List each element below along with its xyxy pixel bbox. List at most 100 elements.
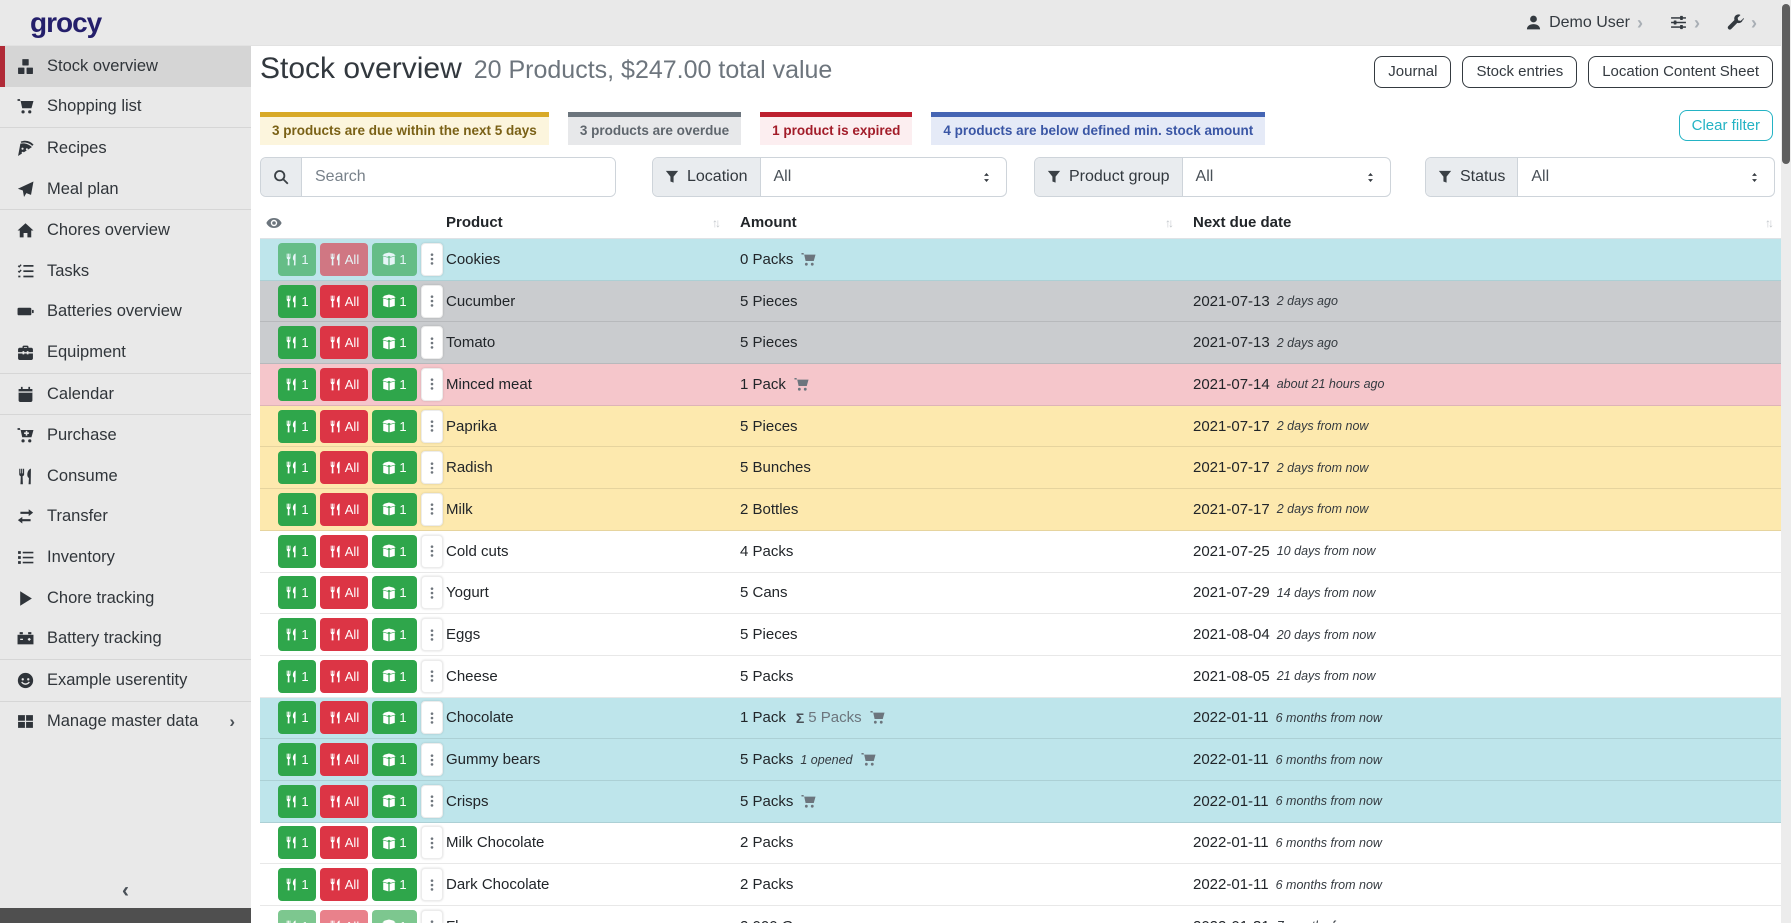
status-filter-secondary[interactable]: 3 products are overdue bbox=[567, 112, 742, 145]
consume-one-button[interactable]: 1 bbox=[278, 284, 316, 318]
page-scrollbar[interactable] bbox=[1781, 0, 1791, 923]
consume-all-button[interactable]: All bbox=[320, 576, 368, 610]
consume-one-button[interactable]: 1 bbox=[278, 534, 316, 568]
row-menu-button[interactable] bbox=[421, 534, 443, 568]
action-button-journal[interactable]: Journal bbox=[1374, 56, 1452, 88]
sidebar-item-transfer[interactable]: Transfer bbox=[0, 497, 251, 538]
open-one-button[interactable]: 1 bbox=[372, 492, 417, 526]
open-one-button[interactable]: 1 bbox=[372, 242, 417, 276]
column-header-amount[interactable]: Amount ↑↓ bbox=[740, 214, 1174, 231]
user-menu[interactable]: Demo User › bbox=[1525, 14, 1643, 32]
column-visibility-toggle[interactable] bbox=[260, 215, 434, 231]
row-menu-button[interactable] bbox=[421, 784, 443, 818]
column-header-product[interactable]: Product ↑↓ bbox=[446, 214, 721, 231]
consume-all-button[interactable]: All bbox=[320, 743, 368, 777]
sidebar-item-chore-tracking[interactable]: Chore tracking bbox=[0, 578, 251, 619]
row-menu-button[interactable] bbox=[421, 868, 443, 902]
sidebar-item-manage-master-data[interactable]: Manage master data › bbox=[0, 702, 251, 743]
open-one-button[interactable]: 1 bbox=[372, 743, 417, 777]
row-menu-button[interactable] bbox=[421, 909, 443, 923]
open-one-button[interactable]: 1 bbox=[372, 868, 417, 902]
open-one-button[interactable]: 1 bbox=[372, 326, 417, 360]
open-one-button[interactable]: 1 bbox=[372, 534, 417, 568]
row-menu-button[interactable] bbox=[421, 367, 443, 401]
column-header-next-due-date[interactable]: Next due date ↑↓ bbox=[1193, 214, 1774, 231]
consume-one-button[interactable]: 1 bbox=[278, 409, 316, 443]
sidebar-item-purchase[interactable]: Purchase bbox=[0, 415, 251, 456]
consume-all-button[interactable]: All bbox=[320, 909, 368, 923]
sidebar-item-tasks[interactable]: Tasks bbox=[0, 251, 251, 292]
consume-one-button[interactable]: 1 bbox=[278, 659, 316, 693]
row-menu-button[interactable] bbox=[421, 409, 443, 443]
consume-all-button[interactable]: All bbox=[320, 534, 368, 568]
sidebar-item-battery-tracking[interactable]: Battery tracking bbox=[0, 618, 251, 659]
consume-all-button[interactable]: All bbox=[320, 492, 368, 526]
row-menu-button[interactable] bbox=[421, 659, 443, 693]
consume-one-button[interactable]: 1 bbox=[278, 242, 316, 276]
consume-all-button[interactable]: All bbox=[320, 868, 368, 902]
sidebar-item-stock-overview[interactable]: Stock overview bbox=[0, 46, 251, 87]
row-menu-button[interactable] bbox=[421, 242, 443, 276]
sidebar-item-inventory[interactable]: Inventory bbox=[0, 537, 251, 578]
consume-one-button[interactable]: 1 bbox=[278, 618, 316, 652]
sidebar-item-meal-plan[interactable]: Meal plan bbox=[0, 169, 251, 210]
action-button-location-content-sheet[interactable]: Location Content Sheet bbox=[1588, 56, 1773, 88]
consume-all-button[interactable]: All bbox=[320, 659, 368, 693]
row-menu-button[interactable] bbox=[421, 284, 443, 318]
consume-all-button[interactable]: All bbox=[320, 784, 368, 818]
status-filter-belowmin[interactable]: 4 products are below defined min. stock … bbox=[931, 112, 1266, 145]
admin-menu[interactable]: › bbox=[1727, 14, 1757, 32]
row-menu-button[interactable] bbox=[421, 618, 443, 652]
search-input[interactable] bbox=[302, 158, 615, 196]
sidebar-collapse-button[interactable]: ‹ bbox=[122, 879, 129, 902]
scrollbar-thumb[interactable] bbox=[1782, 4, 1790, 164]
settings-menu[interactable]: › bbox=[1670, 14, 1700, 32]
consume-all-button[interactable]: All bbox=[320, 826, 368, 860]
consume-one-button[interactable]: 1 bbox=[278, 909, 316, 923]
consume-all-button[interactable]: All bbox=[320, 701, 368, 735]
open-one-button[interactable]: 1 bbox=[372, 367, 417, 401]
status-filter-warning[interactable]: 3 products are due within the next 5 day… bbox=[260, 112, 549, 145]
sidebar-item-calendar[interactable]: Calendar bbox=[0, 374, 251, 415]
consume-all-button[interactable]: All bbox=[320, 409, 368, 443]
consume-one-button[interactable]: 1 bbox=[278, 826, 316, 860]
open-one-button[interactable]: 1 bbox=[372, 451, 417, 485]
row-menu-button[interactable] bbox=[421, 492, 443, 526]
consume-one-button[interactable]: 1 bbox=[278, 451, 316, 485]
open-one-button[interactable]: 1 bbox=[372, 826, 417, 860]
row-menu-button[interactable] bbox=[421, 576, 443, 610]
sidebar-item-shopping-list[interactable]: Shopping list bbox=[0, 87, 251, 128]
sidebar-item-recipes[interactable]: Recipes bbox=[0, 128, 251, 169]
consume-one-button[interactable]: 1 bbox=[278, 868, 316, 902]
open-one-button[interactable]: 1 bbox=[372, 409, 417, 443]
consume-one-button[interactable]: 1 bbox=[278, 492, 316, 526]
row-menu-button[interactable] bbox=[421, 701, 443, 735]
row-menu-button[interactable] bbox=[421, 826, 443, 860]
consume-one-button[interactable]: 1 bbox=[278, 784, 316, 818]
open-one-button[interactable]: 1 bbox=[372, 284, 417, 318]
open-one-button[interactable]: 1 bbox=[372, 618, 417, 652]
consume-all-button[interactable]: All bbox=[320, 242, 368, 276]
consume-all-button[interactable]: All bbox=[320, 326, 368, 360]
filter-select-product-group[interactable]: All bbox=[1183, 158, 1390, 196]
consume-all-button[interactable]: All bbox=[320, 284, 368, 318]
row-menu-button[interactable] bbox=[421, 326, 443, 360]
open-one-button[interactable]: 1 bbox=[372, 909, 417, 923]
filter-select-status[interactable]: All bbox=[1518, 158, 1774, 196]
sidebar-item-chores-overview[interactable]: Chores overview bbox=[0, 210, 251, 251]
open-one-button[interactable]: 1 bbox=[372, 784, 417, 818]
consume-all-button[interactable]: All bbox=[320, 451, 368, 485]
sidebar-item-consume[interactable]: Consume bbox=[0, 456, 251, 497]
consume-one-button[interactable]: 1 bbox=[278, 701, 316, 735]
consume-one-button[interactable]: 1 bbox=[278, 743, 316, 777]
status-filter-danger[interactable]: 1 product is expired bbox=[760, 112, 913, 145]
consume-all-button[interactable]: All bbox=[320, 367, 368, 401]
consume-one-button[interactable]: 1 bbox=[278, 576, 316, 610]
open-one-button[interactable]: 1 bbox=[372, 701, 417, 735]
row-menu-button[interactable] bbox=[421, 743, 443, 777]
row-menu-button[interactable] bbox=[421, 451, 443, 485]
sidebar-item-batteries-overview[interactable]: Batteries overview bbox=[0, 292, 251, 333]
open-one-button[interactable]: 1 bbox=[372, 576, 417, 610]
clear-filter-button[interactable]: Clear filter bbox=[1678, 110, 1773, 141]
consume-one-button[interactable]: 1 bbox=[278, 367, 316, 401]
